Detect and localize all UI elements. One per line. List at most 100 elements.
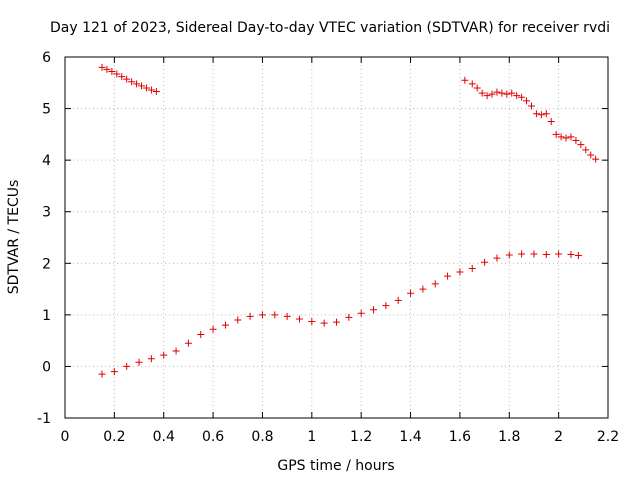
data-point bbox=[172, 347, 180, 355]
data-point bbox=[394, 296, 402, 304]
y-tick-label: 3 bbox=[42, 205, 51, 221]
data-point bbox=[473, 84, 481, 92]
data-point bbox=[483, 92, 491, 100]
data-point bbox=[357, 309, 365, 317]
y-tick-label: 1 bbox=[42, 308, 51, 324]
data-point bbox=[320, 319, 328, 327]
data-point bbox=[481, 258, 489, 266]
data-point bbox=[532, 110, 540, 118]
data-point bbox=[98, 63, 106, 71]
data-point bbox=[555, 250, 563, 258]
y-tick-label: 5 bbox=[42, 102, 51, 118]
data-point bbox=[133, 80, 141, 88]
data-point bbox=[128, 78, 136, 86]
data-point bbox=[493, 88, 501, 96]
y-tick-label: 2 bbox=[42, 256, 51, 272]
data-point bbox=[537, 111, 545, 119]
x-tick-label: 1.2 bbox=[350, 429, 372, 445]
data-point bbox=[113, 70, 121, 78]
data-point bbox=[498, 89, 506, 97]
series-arc-3-high bbox=[461, 76, 600, 163]
data-point bbox=[577, 141, 585, 149]
x-tick-label: 0.6 bbox=[202, 429, 224, 445]
data-point bbox=[295, 315, 303, 323]
x-tick-label: 1.8 bbox=[498, 429, 520, 445]
data-point bbox=[562, 134, 570, 142]
data-point bbox=[503, 90, 511, 98]
data-point bbox=[518, 93, 526, 101]
data-point bbox=[184, 339, 192, 347]
x-tick-labels: 0 0.2 0.4 0.6 0.8 1 1.2 1.4 1.6 1.8 2 2.2 bbox=[61, 429, 620, 445]
data-points bbox=[98, 63, 600, 378]
x-tick-label: 1.4 bbox=[399, 429, 421, 445]
data-point bbox=[209, 325, 217, 333]
data-point bbox=[542, 251, 550, 259]
x-tick-label: 2 bbox=[554, 429, 563, 445]
data-point bbox=[505, 251, 513, 259]
data-point bbox=[197, 330, 205, 338]
data-point bbox=[567, 133, 575, 141]
data-point bbox=[523, 97, 531, 105]
data-point bbox=[518, 250, 526, 258]
data-point bbox=[103, 65, 111, 73]
series-arc-2-low bbox=[98, 250, 582, 378]
x-tick-label: 0 bbox=[61, 429, 70, 445]
data-point bbox=[135, 358, 143, 366]
data-point bbox=[147, 355, 155, 363]
data-point bbox=[567, 251, 575, 259]
data-point bbox=[587, 151, 595, 159]
data-point bbox=[246, 312, 254, 320]
y-tick-label: 4 bbox=[42, 153, 51, 169]
x-tick-label: 1.6 bbox=[449, 429, 471, 445]
data-point bbox=[461, 76, 469, 84]
data-point bbox=[552, 130, 560, 138]
data-point bbox=[108, 67, 116, 75]
data-point bbox=[456, 268, 464, 276]
x-axis-label: GPS time / hours bbox=[277, 458, 394, 474]
data-point bbox=[138, 82, 146, 90]
plot-frame bbox=[64, 56, 609, 419]
series-arc-1-high bbox=[98, 63, 160, 96]
y-tick-label: 0 bbox=[42, 359, 51, 375]
data-point bbox=[513, 92, 521, 100]
x-tick-label: 0.2 bbox=[103, 429, 125, 445]
chart-title: Day 121 of 2023, Sidereal Day-to-day VTE… bbox=[50, 20, 610, 36]
data-point bbox=[572, 137, 580, 145]
data-point bbox=[468, 80, 476, 88]
data-point bbox=[574, 252, 582, 260]
data-point bbox=[382, 302, 390, 310]
data-point bbox=[431, 280, 439, 288]
y-tick-label: -1 bbox=[37, 411, 51, 427]
data-point bbox=[582, 146, 590, 154]
data-point bbox=[547, 117, 555, 125]
data-point bbox=[123, 362, 131, 370]
data-point bbox=[557, 133, 565, 141]
data-point bbox=[468, 264, 476, 272]
x-tick-label: 0.8 bbox=[251, 429, 273, 445]
data-point bbox=[142, 84, 150, 92]
data-point bbox=[152, 88, 160, 96]
data-point bbox=[407, 289, 415, 297]
data-point bbox=[542, 110, 550, 118]
y-tick-labels: -1 0 1 2 3 4 5 6 bbox=[37, 50, 51, 427]
data-point bbox=[123, 75, 131, 83]
data-point bbox=[221, 321, 229, 329]
data-point bbox=[508, 89, 516, 97]
data-point bbox=[147, 86, 155, 94]
data-point bbox=[234, 316, 242, 324]
grid bbox=[65, 57, 608, 418]
data-point bbox=[308, 318, 316, 326]
axis-ticks bbox=[64, 56, 609, 419]
data-point bbox=[258, 311, 266, 319]
data-point bbox=[444, 272, 452, 280]
data-point bbox=[370, 306, 378, 314]
data-point bbox=[488, 90, 496, 98]
data-point bbox=[110, 368, 118, 376]
data-point bbox=[419, 285, 427, 293]
data-point bbox=[98, 370, 106, 378]
data-point bbox=[118, 73, 126, 81]
data-point bbox=[478, 89, 486, 97]
data-point bbox=[283, 312, 291, 320]
data-point bbox=[333, 318, 340, 326]
